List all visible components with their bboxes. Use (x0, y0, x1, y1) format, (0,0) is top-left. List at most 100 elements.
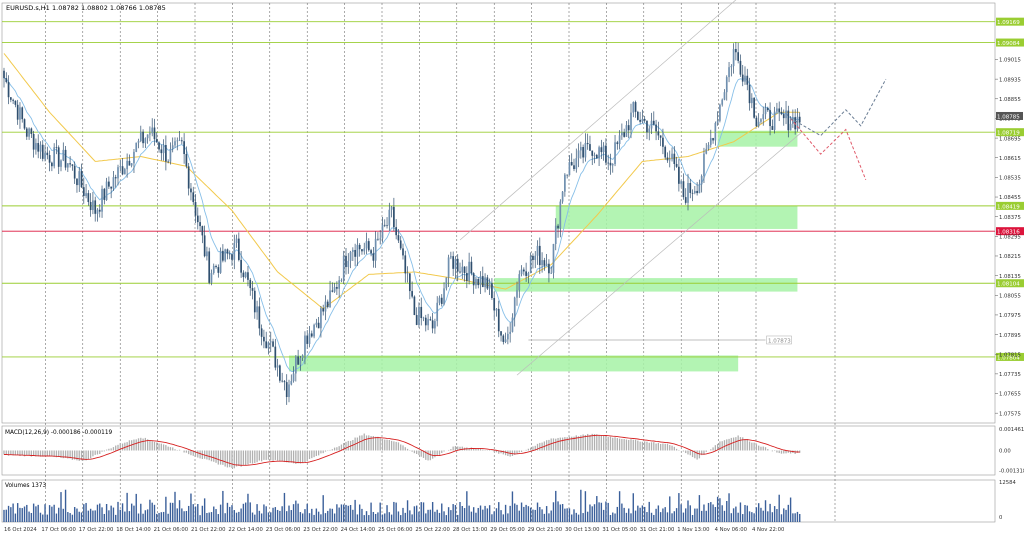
candle-body (500, 331, 502, 336)
candle-body (543, 260, 546, 266)
candle (301, 354, 304, 362)
candle (527, 271, 530, 284)
candle-body (420, 306, 423, 319)
candle (126, 153, 128, 178)
candle (383, 219, 386, 228)
candle-body (60, 160, 62, 167)
candle (760, 118, 762, 124)
candle-body (44, 152, 46, 159)
candle-body (600, 147, 603, 153)
candle-body (169, 148, 172, 162)
level-price-tag (996, 128, 1024, 137)
candle (183, 133, 185, 164)
time-axis: 16 Oct 2024 17 Oct 06:00 17 Oct 22:00 18 Oc… (4, 527, 785, 533)
candle-body (383, 224, 386, 226)
price-tick-label: 1.08295 (999, 235, 1021, 241)
candle-body (598, 147, 600, 159)
candle (338, 276, 341, 298)
candle (253, 287, 256, 319)
candle-body (616, 142, 619, 145)
candle-body (769, 110, 771, 127)
candle-body (320, 308, 322, 329)
candle-body (333, 286, 336, 292)
candle-body (206, 251, 208, 257)
candle-body (479, 276, 482, 286)
candle (21, 106, 24, 123)
candle-body (509, 331, 512, 334)
candle (251, 281, 254, 300)
candle (60, 159, 62, 172)
candle (689, 179, 692, 199)
candle-body (297, 356, 299, 365)
candle (349, 250, 352, 269)
candle (486, 274, 489, 290)
candle-body (196, 215, 199, 223)
candle-body (712, 138, 714, 141)
candle-body (671, 153, 673, 160)
candle (769, 102, 771, 136)
candle (518, 270, 521, 298)
candle (222, 244, 224, 263)
candle (133, 149, 135, 174)
candle (128, 154, 131, 166)
candle (468, 252, 470, 285)
candle (666, 152, 669, 163)
candle-body (80, 171, 83, 188)
candle-body (735, 48, 737, 53)
candle-body (746, 75, 749, 85)
candle-body (53, 147, 56, 167)
candle-body (634, 102, 637, 112)
candle-body (709, 138, 712, 145)
candle (23, 118, 26, 130)
candle (279, 364, 281, 383)
candle (548, 259, 550, 283)
candle (313, 323, 315, 339)
candle-body (413, 296, 416, 316)
candle-body (217, 267, 220, 273)
candle (568, 155, 571, 176)
candle (621, 123, 623, 140)
candle-body (92, 200, 94, 211)
candle-body (703, 153, 705, 177)
candle-body (447, 257, 450, 278)
candle-body (151, 127, 154, 134)
candle-body (422, 317, 425, 319)
candle (28, 127, 30, 140)
candle (224, 248, 227, 263)
candle (64, 145, 67, 171)
candle (427, 313, 429, 331)
price-tick-label: 1.08935 (999, 77, 1021, 83)
candle-body (167, 161, 170, 163)
current-price-tag (996, 111, 1023, 120)
candle-body (393, 206, 395, 228)
candle (434, 318, 436, 334)
candle-body (739, 60, 742, 75)
candle-body (577, 150, 580, 159)
candle (554, 218, 557, 251)
candle (509, 322, 512, 343)
candle-body (614, 142, 616, 165)
candle (796, 108, 799, 132)
candle-body (397, 235, 400, 241)
candle (226, 248, 229, 260)
candle (336, 281, 338, 296)
candle-body (178, 140, 181, 142)
candle-body (288, 384, 290, 398)
candle (283, 380, 286, 391)
time-tick-label: 31 Oct 21:00 (640, 527, 675, 533)
candle-body (477, 279, 480, 286)
candle-body (438, 297, 441, 303)
candle (579, 141, 582, 159)
candle (361, 248, 363, 255)
candle-body (719, 104, 721, 121)
candle-body (696, 190, 698, 194)
candle-body (764, 108, 767, 115)
candle-body (748, 84, 751, 104)
candle-body (641, 118, 644, 122)
candle (374, 231, 377, 268)
candle-body (7, 81, 10, 98)
candle (71, 164, 74, 171)
candle (167, 159, 170, 164)
time-tick-label: 16 Oct 2024 (4, 527, 37, 533)
